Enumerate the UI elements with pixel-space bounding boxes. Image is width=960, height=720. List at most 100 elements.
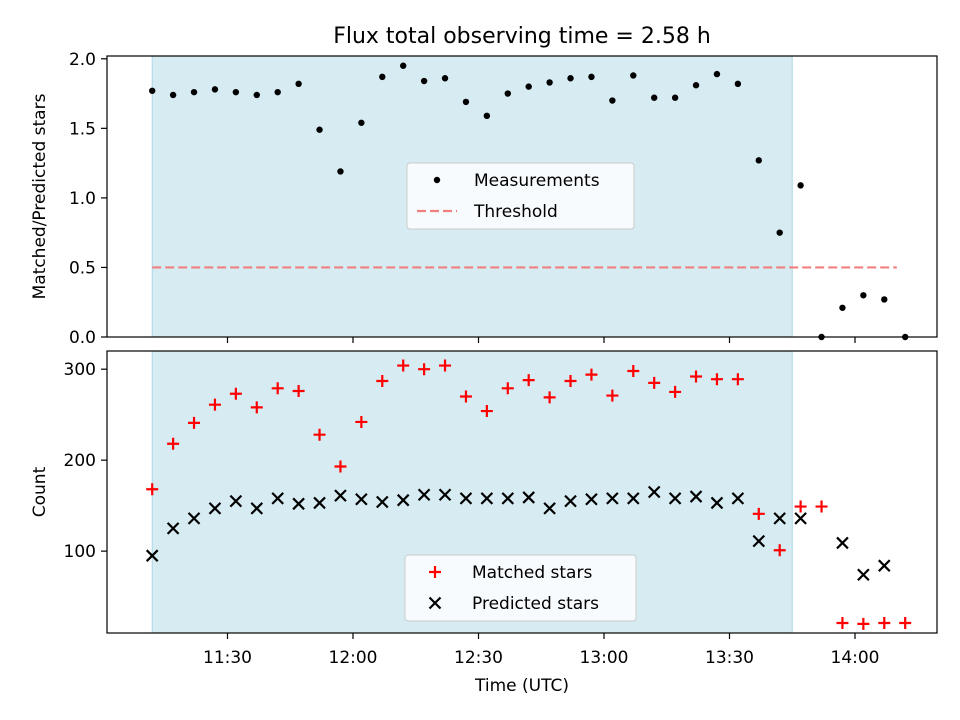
predicted-star-point (396, 493, 410, 507)
predicted-star-point (438, 488, 452, 502)
matched-star-point (585, 368, 598, 381)
axes-frame (106, 55, 938, 338)
measurement-point (379, 73, 386, 81)
matched-star-point (564, 375, 577, 388)
predicted-star-point (606, 492, 619, 505)
x-axis-label: Time (UTC) (474, 676, 569, 696)
measurement-point (295, 80, 302, 88)
y-tick-label: 1.5 (69, 119, 96, 139)
measurement-point (588, 73, 595, 81)
predicted-star-point (794, 512, 807, 525)
legend-predicted-marker (428, 596, 442, 610)
predicted-star-point (292, 497, 305, 511)
matched-star-point (899, 616, 912, 629)
measurement-point (358, 119, 365, 126)
y-tick-label: 2.0 (69, 50, 96, 70)
predicted-star-point (145, 549, 159, 562)
legend-entry-label: Measurements (474, 171, 600, 191)
legend-entry-label: Matched stars (472, 563, 592, 583)
predicted-star-point (585, 492, 598, 506)
predicted-star-point (689, 490, 703, 503)
matched-star-point (522, 374, 535, 387)
x-tick-label: 12:00 (329, 648, 378, 668)
measurement-point (651, 94, 658, 101)
matched-star-point (418, 363, 431, 376)
predicted-star-point (668, 492, 682, 505)
predicted-star-point (501, 492, 515, 505)
matched-star-point (439, 359, 452, 372)
predicted-star-point (627, 492, 640, 505)
matched-star-point (313, 428, 326, 441)
predicted-star-point (355, 492, 368, 506)
matched-star-point (188, 416, 201, 429)
matched-star-point (794, 500, 807, 513)
measurement-point (149, 87, 156, 94)
legend-matched-marker (429, 566, 441, 578)
predicted-star-point (459, 492, 473, 505)
matched-star-point (501, 382, 514, 395)
predicted-star-point (710, 496, 724, 510)
predicted-star-point (250, 502, 264, 515)
measurement-point (190, 88, 198, 96)
predicted-star-point (417, 488, 431, 502)
matched-star-point (773, 544, 786, 557)
chart-title: Flux total observing time = 2.58 h (333, 24, 711, 49)
predicted-star-point (731, 492, 745, 505)
y-axis-label: Count (30, 466, 50, 517)
matched-star-point (459, 390, 472, 403)
measurement-point (400, 62, 407, 69)
matched-star-point (710, 373, 723, 386)
predicted-star-point (187, 512, 201, 525)
legend-entry-label: Predicted stars (472, 594, 599, 614)
matched-star-point (292, 385, 305, 398)
matched-star-point (334, 460, 347, 473)
matched-star-point (648, 376, 661, 389)
predicted-star-point (773, 512, 786, 525)
predicted-star-point (229, 494, 243, 508)
measurement-point (567, 75, 574, 82)
measurement-point (776, 229, 783, 236)
measurement-point (441, 75, 449, 82)
measurement-point (483, 112, 491, 120)
measurement-point (253, 91, 260, 99)
matched-star-point (669, 385, 682, 398)
legend-box (406, 162, 635, 230)
predicted-star-point (752, 534, 766, 548)
measurement-point (609, 97, 616, 104)
matched-star-point (627, 365, 640, 378)
y-tick-label: 0.5 (69, 258, 96, 278)
x-tick-label: 14:00 (831, 648, 880, 668)
matched-star-point (271, 382, 284, 395)
matched-star-point (355, 415, 368, 428)
x-tick-label: 13:00 (580, 648, 629, 668)
legend-measurement-marker (433, 176, 441, 184)
predicted-star-point (271, 492, 284, 505)
measurement-point (337, 168, 344, 175)
legend-box (404, 554, 637, 622)
measurement-point (420, 77, 428, 85)
matched-star-point (376, 375, 389, 388)
axes-frame (106, 350, 938, 634)
matched-star-point (397, 359, 410, 372)
predicted-star-point (208, 502, 222, 515)
matched-star-point (480, 405, 493, 418)
measurement-point (713, 70, 721, 78)
matched-star-point (752, 507, 765, 520)
top-panel: 0.0 0.5 1.0 1.5 2.0 Matched/Predicted stars Me… (30, 50, 938, 348)
matched-star-point (146, 483, 159, 496)
matched-star-point (543, 391, 556, 404)
predicted-star-point (334, 489, 347, 502)
measurement-point (504, 90, 511, 97)
matched-star-point (250, 401, 263, 414)
measurement-point (169, 91, 177, 99)
y-tick-label: 1.0 (69, 189, 96, 209)
measurement-point (734, 80, 742, 88)
matched-star-point (229, 387, 242, 400)
measurement-point (797, 182, 804, 189)
predicted-star-point (878, 559, 891, 572)
bottom-panel: 100 200 300 11:30 12:00 12:30 13:00 13:30 14:00 C… (30, 350, 938, 696)
x-tick-label: 13:30 (705, 648, 754, 668)
y-tick-label: 0.0 (69, 328, 96, 348)
predicted-star-point (647, 485, 661, 499)
